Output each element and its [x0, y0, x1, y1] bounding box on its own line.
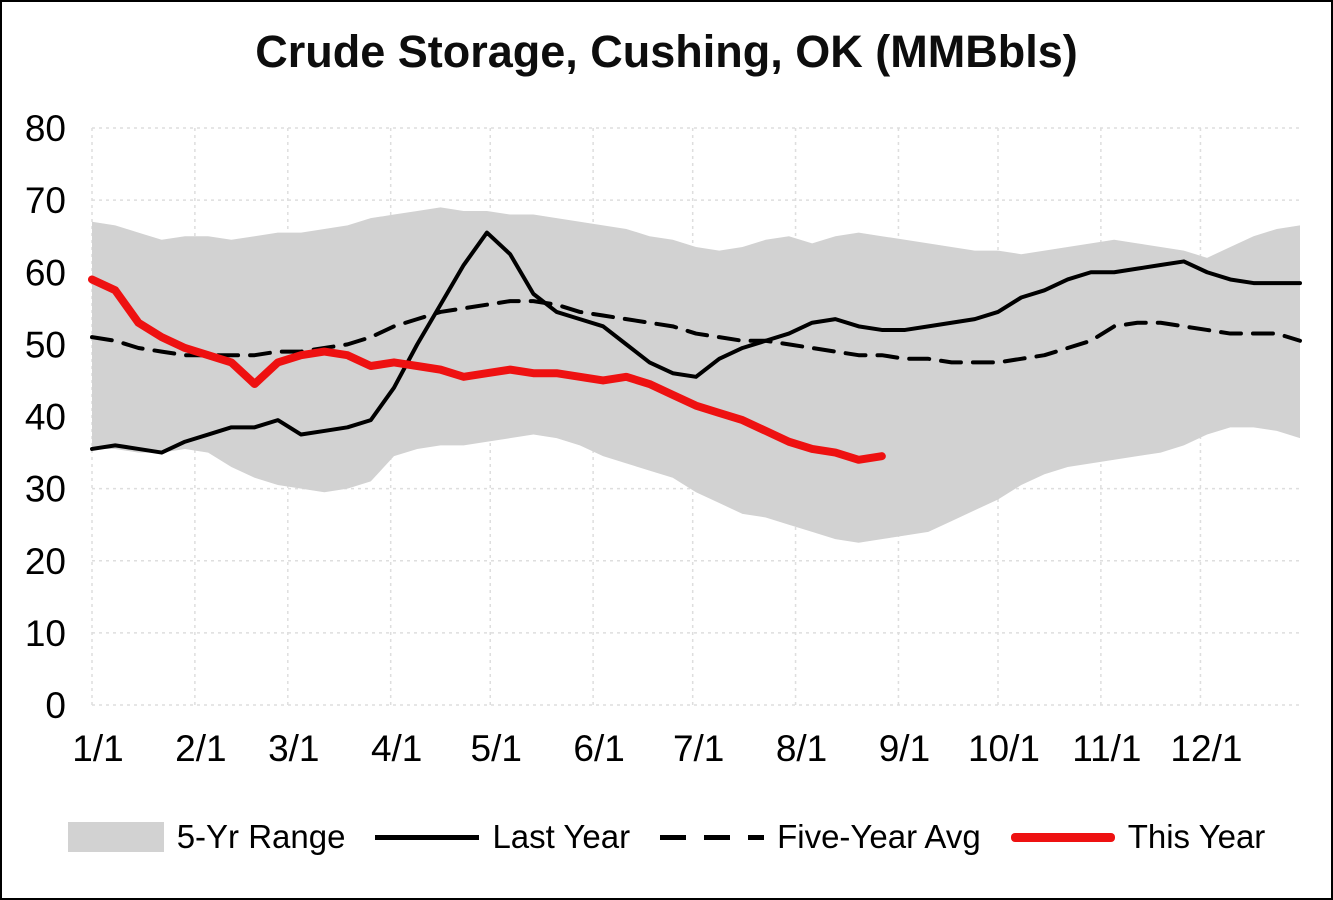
y-axis-tick-label: 80: [25, 108, 66, 149]
x-axis-tick-label: 9/1: [879, 728, 930, 769]
legend-label-five-year-avg: Five-Year Avg: [777, 818, 981, 855]
y-axis-tick-label: 70: [25, 180, 66, 221]
y-axis-tick-label: 30: [25, 469, 66, 510]
series-line-last-year: [90, 230, 1302, 455]
chart-plot-area: 0 10 20 30 40 50 60 70 80 1/1 2/1 3/1 4/1 5/1 6/1 7/1 8/…: [25, 108, 1302, 769]
series-line-five-year-avg: [90, 299, 1302, 365]
x-axis-tick-label: 10/1: [968, 728, 1040, 769]
legend-label-this-year: This Year: [1127, 818, 1266, 855]
x-axis-tick-label: 12/1: [1170, 728, 1242, 769]
y-axis-tick-label: 0: [45, 685, 66, 726]
legend-item-this-year: This Year: [1010, 818, 1266, 856]
x-axis-tick-label: 1/1: [72, 728, 123, 769]
legend-label-5yr-range: 5-Yr Range: [176, 818, 346, 855]
x-axis-tick-label: 11/1: [1072, 728, 1141, 769]
x-axis-tick-label: 7/1: [673, 728, 724, 769]
y-axis-tick-label: 50: [25, 324, 66, 365]
y-axis-tick-label: 40: [25, 397, 66, 438]
x-axis-tick-label: 4/1: [371, 728, 422, 769]
legend-item-five-year-avg: Five-Year Avg: [660, 818, 981, 856]
legend-label-last-year: Last Year: [492, 818, 631, 855]
chart-legend: 5-Yr Range Last Year Five-Year Avg This …: [2, 818, 1331, 856]
y-axis-tick-label: 60: [25, 252, 66, 293]
x-axis-tick-label: 3/1: [268, 728, 319, 769]
chart-title: Crude Storage, Cushing, OK (MMBbls): [255, 26, 1078, 77]
y-axis-tick-label: 20: [25, 541, 66, 582]
y-axis-tick-label: 10: [25, 613, 66, 654]
this-year-line-swatch: [1010, 832, 1115, 842]
range-band-swatch: [67, 822, 164, 852]
series-line-this-year: [88, 275, 886, 464]
x-axis-tick-label: 8/1: [776, 728, 827, 769]
x-axis-tick-label: 5/1: [471, 728, 522, 769]
last-year-line-swatch: [375, 834, 480, 840]
legend-item-5yr-range: 5-Yr Range: [67, 818, 346, 856]
x-axis-tick-label: 6/1: [573, 728, 624, 769]
five-year-avg-line-swatch: [660, 834, 765, 840]
x-axis-tick-label: 2/1: [175, 728, 226, 769]
legend-item-last-year: Last Year: [375, 818, 630, 856]
